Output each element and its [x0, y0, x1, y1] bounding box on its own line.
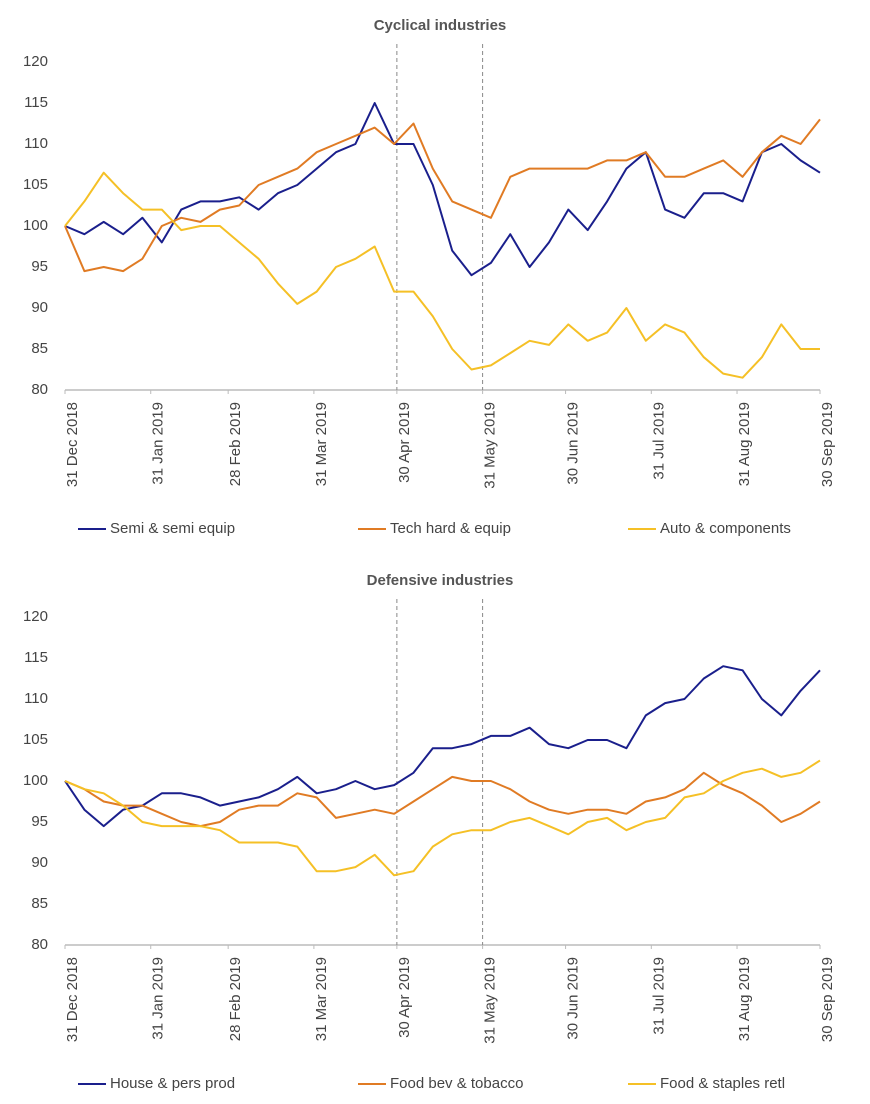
y-tick-label: 115: [24, 94, 48, 111]
x-tick-label: 31 Dec 2018: [64, 402, 81, 487]
x-tick-label: 30 Jun 2019: [565, 957, 582, 1040]
legend-label: Food & staples retl: [660, 1075, 785, 1092]
legend-label: Semi & semi equip: [110, 520, 235, 537]
x-tick-label: 31 Dec 2018: [64, 957, 81, 1042]
y-tick-label: 95: [31, 813, 48, 830]
y-tick-label: 120: [23, 608, 48, 625]
y-tick-label: 100: [23, 772, 48, 789]
y-tick-label: 85: [31, 895, 48, 912]
series-line: [64, 771, 821, 828]
legend-label: Auto & components: [660, 520, 791, 537]
legend-label: Tech hard & equip: [390, 520, 511, 537]
series-line: [64, 102, 821, 277]
x-tick-label: 31 Aug 2019: [736, 402, 753, 486]
y-tick-label: 100: [23, 217, 48, 234]
y-tick-label: 85: [31, 340, 48, 357]
x-tick-label: 31 May 2019: [482, 957, 499, 1044]
legend-label: House & pers prod: [110, 1075, 235, 1092]
x-tick-label: 30 Sep 2019: [819, 402, 836, 487]
x-tick-label: 31 Aug 2019: [736, 957, 753, 1041]
x-tick-label: 28 Feb 2019: [227, 957, 244, 1041]
y-tick-label: 80: [31, 381, 48, 398]
x-tick-label: 31 Jul 2019: [650, 402, 667, 480]
series-line: [64, 665, 821, 828]
x-tick-label: 28 Feb 2019: [227, 402, 244, 486]
x-tick-label: 30 Apr 2019: [396, 957, 413, 1038]
series-line: [64, 118, 821, 273]
y-tick-label: 105: [23, 731, 48, 748]
y-tick-label: 115: [24, 649, 48, 666]
x-tick-label: 31 Mar 2019: [313, 402, 330, 486]
x-tick-label: 31 Jul 2019: [650, 957, 667, 1035]
y-tick-label: 95: [31, 258, 48, 275]
y-tick-label: 80: [31, 936, 48, 953]
x-tick-label: 31 Mar 2019: [313, 957, 330, 1041]
x-tick-label: 30 Sep 2019: [819, 957, 836, 1042]
x-tick-label: 31 Jan 2019: [150, 402, 167, 485]
series-line: [64, 759, 821, 877]
legend-label: Food bev & tobacco: [390, 1075, 523, 1092]
y-tick-label: 120: [23, 53, 48, 70]
y-tick-label: 90: [31, 854, 48, 871]
chart: Cyclical industries 80 85 90 95 100 105 110 115 1…: [23, 17, 836, 537]
chart: Defensive industries 80 85 90 95 100 105 110 115…: [23, 572, 836, 1092]
chart-title: Defensive industries: [367, 572, 514, 589]
y-tick-label: 105: [23, 176, 48, 193]
y-tick-label: 90: [31, 299, 48, 316]
series-line: [64, 171, 820, 379]
y-tick-label: 110: [24, 135, 48, 152]
x-tick-label: 31 May 2019: [482, 402, 499, 489]
chart-title: Cyclical industries: [374, 17, 507, 34]
y-tick-label: 110: [24, 690, 48, 707]
x-tick-label: 30 Apr 2019: [396, 402, 413, 483]
x-tick-label: 30 Jun 2019: [565, 402, 582, 485]
x-tick-label: 31 Jan 2019: [150, 957, 167, 1040]
